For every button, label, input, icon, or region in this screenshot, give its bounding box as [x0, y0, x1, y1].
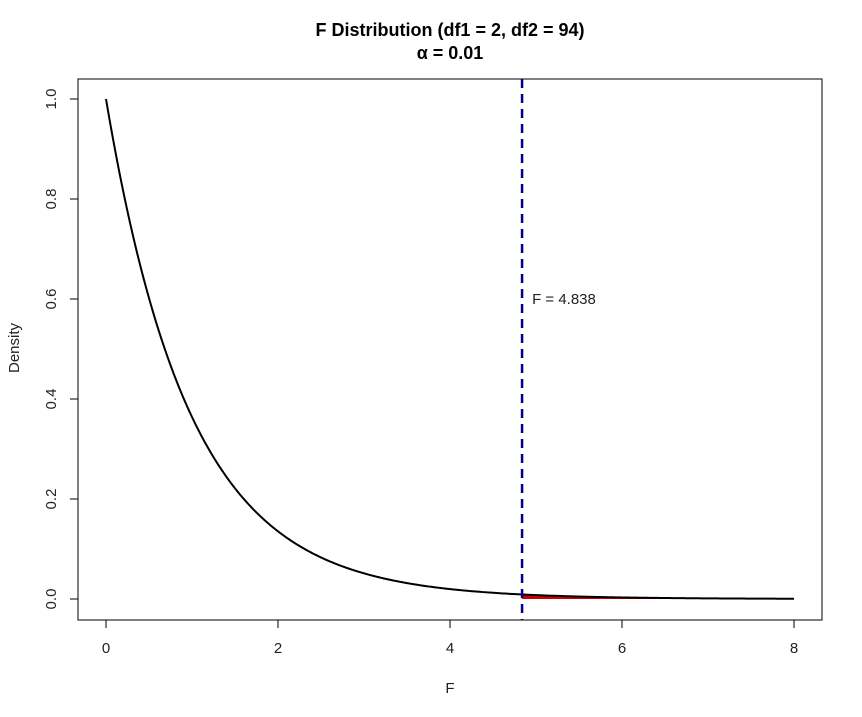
y-axis-label: Density [6, 322, 23, 373]
x-axis-label: F [445, 680, 454, 697]
y-axis: 0.0 0.2 0.4 0.6 0.8 1.0 [43, 89, 79, 610]
x-tick-label: 6 [618, 640, 626, 657]
chart-title: F Distribution (df1 = 2, df2 = 94) [315, 20, 584, 40]
y-tick-label: 1.0 [43, 89, 60, 110]
x-axis: 0 2 4 6 8 [102, 619, 798, 657]
y-tick-label: 0.4 [43, 389, 60, 410]
x-tick-label: 4 [446, 640, 454, 657]
critical-value-label: F = 4.838 [532, 291, 596, 308]
x-tick-label: 0 [102, 640, 110, 657]
y-tick-label: 0.2 [43, 489, 60, 510]
rejection-region [522, 594, 794, 599]
y-tick-label: 0.8 [43, 189, 60, 210]
y-tick-label: 0.6 [43, 289, 60, 310]
y-tick-label: 0.0 [43, 589, 60, 610]
density-curve [105, 98, 795, 600]
plot-frame [77, 78, 823, 621]
chart-subtitle: α = 0.01 [417, 43, 484, 63]
x-tick-label: 2 [274, 640, 282, 657]
x-tick-label: 8 [790, 640, 798, 657]
